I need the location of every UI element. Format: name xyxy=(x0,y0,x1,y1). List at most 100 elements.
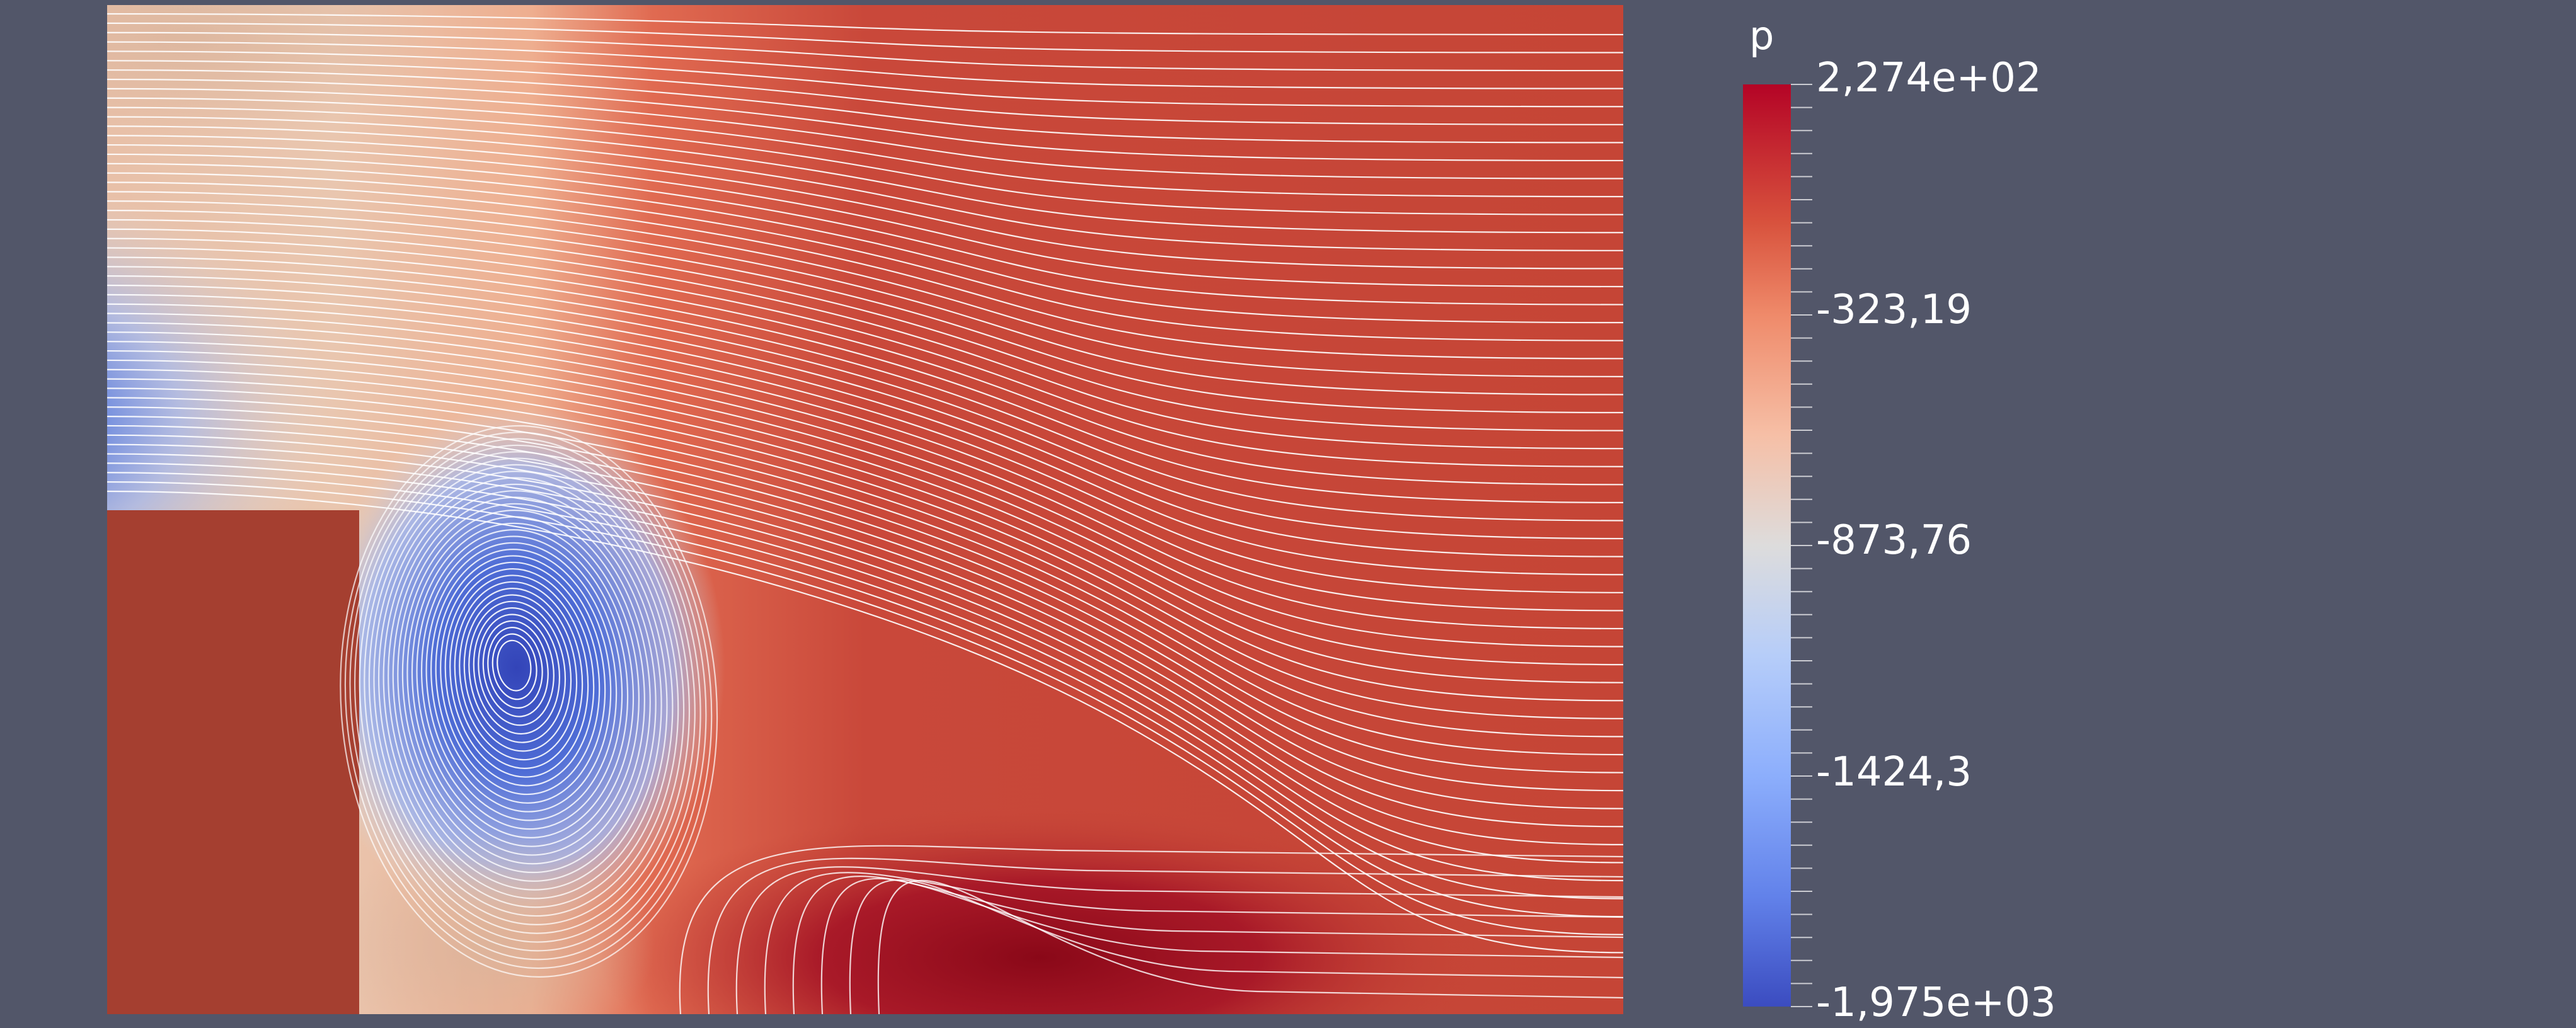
streamline xyxy=(107,69,1623,144)
streamline xyxy=(107,303,1623,593)
streamline xyxy=(107,125,1623,251)
streamline xyxy=(107,50,1623,108)
streamline xyxy=(107,341,1623,666)
vortex-streamline xyxy=(401,510,645,865)
vortex-streamline xyxy=(487,627,543,709)
vortex-streamline xyxy=(397,503,651,874)
vortex-streamline xyxy=(459,588,578,761)
streamline xyxy=(107,378,1623,738)
step-obstacle xyxy=(107,510,359,1014)
vortex-streamline xyxy=(416,529,629,838)
streamline xyxy=(107,453,1623,882)
streamline xyxy=(107,425,1623,828)
vortex-streamline xyxy=(377,477,674,908)
streamline xyxy=(107,116,1623,234)
vortex-streamline xyxy=(340,425,718,978)
streamline xyxy=(877,879,1623,1014)
streamline xyxy=(107,331,1623,648)
vortex-streamline xyxy=(344,431,713,969)
vortex-streamline xyxy=(463,594,572,752)
streamline xyxy=(107,359,1623,702)
colorbar-label-min: -1,975e+03 xyxy=(1816,979,2056,1026)
streamline xyxy=(107,275,1623,540)
streamline xyxy=(107,181,1623,360)
vortex-streamline xyxy=(497,639,532,692)
vortex-streamline xyxy=(425,542,618,821)
vortex-streamline xyxy=(349,438,707,961)
streamline xyxy=(107,78,1623,162)
vortex-streamline xyxy=(444,568,595,787)
vortex-streamline xyxy=(435,555,606,804)
streamline xyxy=(107,228,1623,450)
streamline xyxy=(107,490,1623,954)
streamline xyxy=(107,144,1623,288)
streamline xyxy=(107,481,1623,935)
streamline xyxy=(107,415,1623,809)
vortex-streamline xyxy=(449,574,589,778)
colorbar-title: p xyxy=(1749,13,1774,59)
streamline xyxy=(707,857,1623,1014)
vortex-streamline xyxy=(411,522,635,847)
streamline xyxy=(107,153,1623,306)
vortex-streamline xyxy=(492,633,538,700)
vortex-streamline xyxy=(478,614,555,726)
streamline xyxy=(107,472,1623,918)
streamline xyxy=(107,31,1623,72)
streamline xyxy=(107,312,1623,612)
streamline xyxy=(107,60,1623,125)
streamline xyxy=(820,877,1623,1014)
colorbar-gradient xyxy=(1743,84,1791,1007)
streamline xyxy=(107,294,1623,576)
vortex-streamline xyxy=(368,464,685,925)
streamline xyxy=(735,866,1623,1014)
colorbar-ticks xyxy=(1791,84,1812,1007)
streamline xyxy=(107,256,1623,504)
vortex-streamline xyxy=(420,535,623,830)
streamline xyxy=(107,368,1623,719)
streamline xyxy=(107,13,1623,36)
streamline xyxy=(107,210,1623,414)
streamline xyxy=(107,22,1623,54)
streamline xyxy=(107,462,1623,900)
colorbar-label-max: 2,274e+02 xyxy=(1816,55,2042,101)
vortex-streamline xyxy=(388,490,662,891)
vortex-streamline xyxy=(406,516,640,856)
streamline xyxy=(107,284,1623,557)
vortex-streamline xyxy=(354,444,701,952)
streamline xyxy=(107,191,1623,377)
colorbar-label-1: -323,19 xyxy=(1816,287,1972,333)
streamline xyxy=(107,406,1623,792)
streamline xyxy=(679,845,1623,1014)
streamline xyxy=(107,200,1623,396)
colorbar-label-3: -1424,3 xyxy=(1816,749,1972,796)
vortex-streamline xyxy=(468,600,566,743)
streamlines xyxy=(107,13,1623,1014)
streamline xyxy=(107,434,1623,845)
streamline xyxy=(107,247,1623,486)
vortex-streamline xyxy=(454,581,584,769)
streamline xyxy=(107,387,1623,756)
streamline xyxy=(107,135,1623,270)
vortex-streamline xyxy=(430,549,612,813)
vortex-streamline xyxy=(359,451,696,943)
vortex-streamline xyxy=(392,496,657,882)
streamline xyxy=(107,350,1623,683)
streamline xyxy=(764,872,1623,1014)
streamline xyxy=(107,322,1623,630)
streamline xyxy=(107,172,1623,341)
streamline xyxy=(107,106,1623,215)
streamline xyxy=(107,266,1623,522)
streamline xyxy=(107,41,1623,89)
vortex-streamline xyxy=(364,457,690,934)
streamline xyxy=(107,97,1623,198)
streamline xyxy=(107,443,1623,864)
streamline xyxy=(107,237,1623,467)
streamline xyxy=(107,88,1623,180)
vortex-streamline xyxy=(373,471,679,917)
vortex-streamline xyxy=(482,620,549,717)
vortex-streamline xyxy=(440,561,601,796)
vortex-streamline xyxy=(473,607,561,735)
colorbar-label-2: -873,76 xyxy=(1816,517,1972,564)
